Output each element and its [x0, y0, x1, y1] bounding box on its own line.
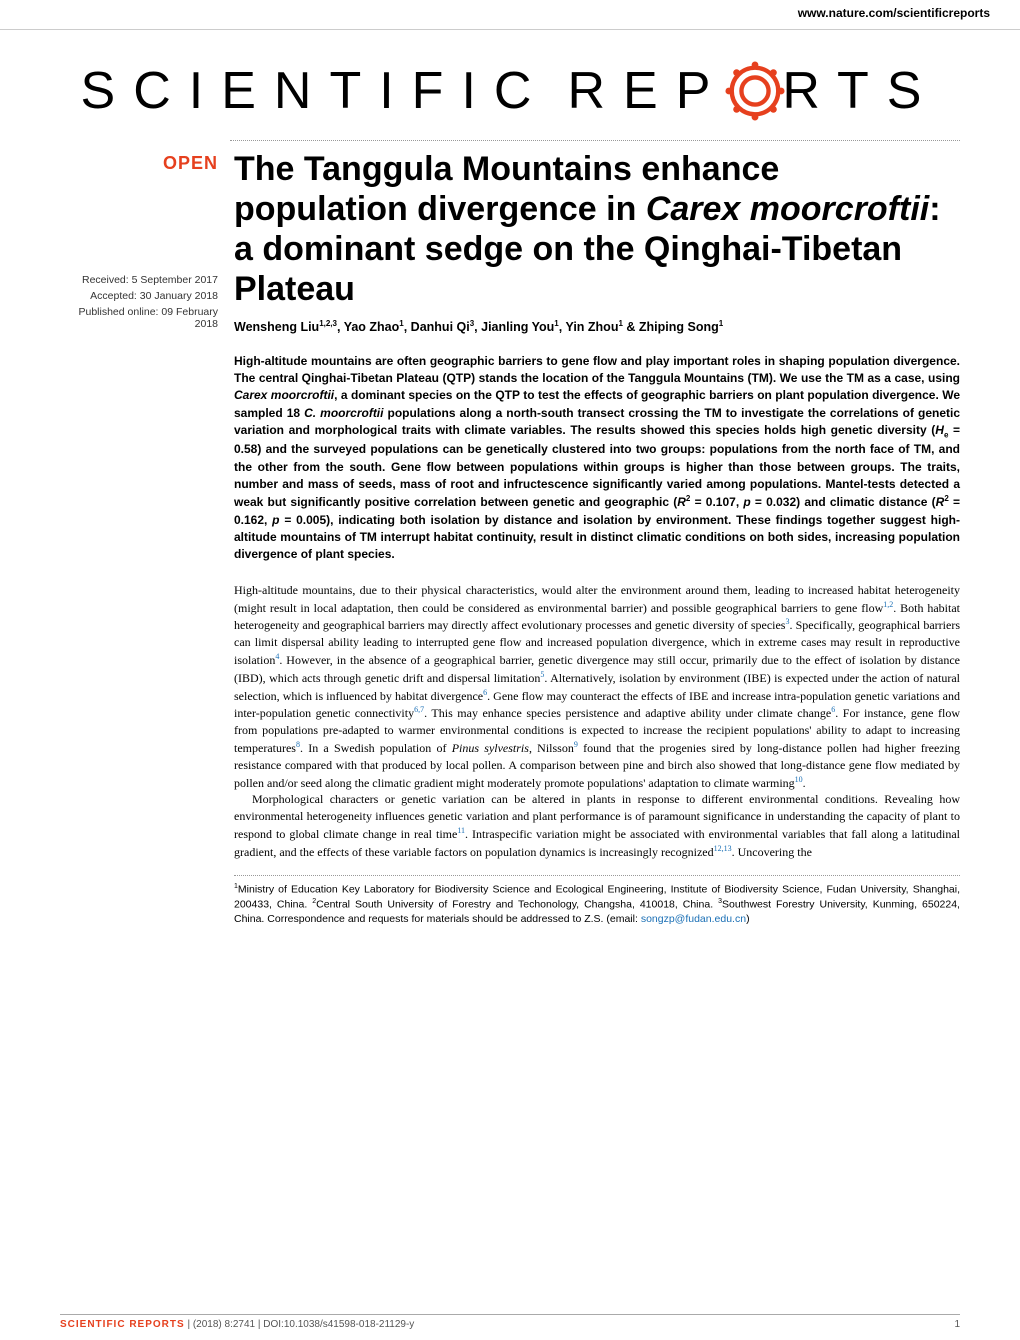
affiliations: 1Ministry of Education Key Laboratory fo…	[234, 882, 960, 927]
logo-right: REP	[567, 61, 728, 121]
meta-received: Received: 5 September 2017	[60, 274, 218, 286]
header-bar: www.nature.com/scientificreports	[0, 0, 1020, 30]
open-access-badge: OPEN	[60, 153, 218, 174]
divider-affiliations	[234, 875, 960, 876]
body-p2: Morphological characters or genetic vari…	[234, 791, 960, 860]
abstract: High-altitude mountains are often geogra…	[234, 353, 960, 564]
meta-accepted: Accepted: 30 January 2018	[60, 290, 218, 302]
logo-end: RTS	[782, 61, 939, 121]
body-text: High-altitude mountains, due to their ph…	[234, 582, 960, 861]
article-meta: Received: 5 September 2017 Accepted: 30 …	[60, 274, 218, 330]
right-column: The Tanggula Mountains enhance populatio…	[230, 149, 960, 927]
left-column: OPEN Received: 5 September 2017 Accepted…	[60, 149, 230, 927]
logo-text: SCIENTIFIC REP RT	[60, 60, 960, 122]
logo-left: SCIENTIFIC	[81, 61, 550, 121]
header-url[interactable]: www.nature.com/scientificreports	[798, 6, 990, 20]
divider-top	[230, 140, 960, 141]
journal-logo: SCIENTIFIC REP RT	[0, 30, 1020, 132]
meta-published: Published online: 09 February 2018	[60, 306, 218, 330]
content-area: OPEN Received: 5 September 2017 Accepted…	[0, 149, 1020, 927]
footer-page: 1	[954, 1319, 960, 1330]
footer: SCIENTIFIC REPORTS | (2018) 8:2741 | DOI…	[0, 1314, 1020, 1330]
footer-bar: SCIENTIFIC REPORTS | (2018) 8:2741 | DOI…	[60, 1314, 960, 1330]
footer-left: SCIENTIFIC REPORTS | (2018) 8:2741 | DOI…	[60, 1319, 414, 1330]
footer-citation: | (2018) 8:2741 | DOI:10.1038/s41598-018…	[185, 1319, 415, 1330]
gear-icon	[724, 60, 786, 122]
article-title: The Tanggula Mountains enhance populatio…	[234, 149, 960, 309]
body-p1: High-altitude mountains, due to their ph…	[234, 582, 960, 792]
footer-journal: SCIENTIFIC REPORTS	[60, 1319, 185, 1330]
authors: Wensheng Liu1,2,3, Yao Zhao1, Danhui Qi3…	[234, 319, 960, 334]
